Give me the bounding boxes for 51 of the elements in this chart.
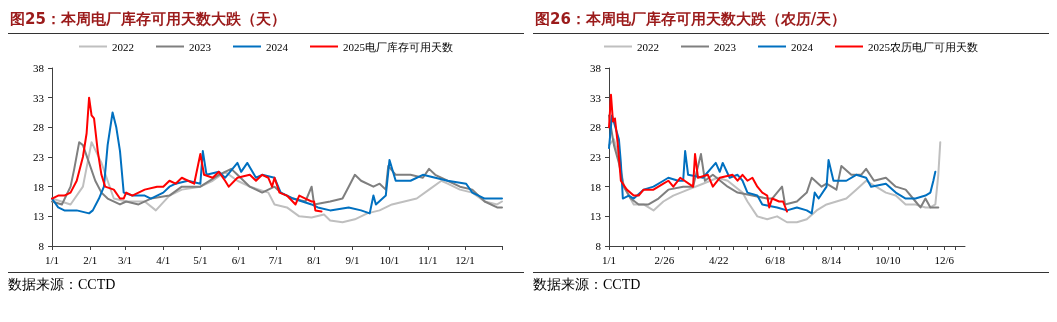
y-tick-label: 33 xyxy=(590,91,602,104)
x-tick-label: 9/1 xyxy=(345,253,360,266)
line-series xyxy=(608,93,788,213)
y-tick-label: 8 xyxy=(595,240,602,252)
y-tick-label: 18 xyxy=(590,180,602,193)
x-tick-label: 4/22 xyxy=(708,253,729,266)
y-tick-label: 38 xyxy=(33,62,45,74)
line-series xyxy=(51,141,503,209)
x-tick-label: 1/1 xyxy=(44,253,60,266)
line-series xyxy=(51,96,323,213)
x-tick-label: 3/1 xyxy=(117,253,132,266)
y-tick-label: 38 xyxy=(590,62,602,74)
x-tick-label: 1/1 xyxy=(601,253,617,266)
y-tick-label: 23 xyxy=(590,151,602,163)
source-note: 数据来源：CCTD xyxy=(8,276,117,294)
x-tick-label: 8/1 xyxy=(307,253,322,266)
y-tick-label: 28 xyxy=(33,121,45,134)
line-series xyxy=(51,141,503,224)
legend-label: 2022 xyxy=(637,40,659,53)
x-tick-label: 7/1 xyxy=(268,253,283,266)
source-note: 数据来源：CCTD xyxy=(533,276,642,294)
x-tick-label: 10/10 xyxy=(875,253,901,266)
y-tick-label: 18 xyxy=(33,180,45,193)
x-tick-label: 11/1 xyxy=(418,253,438,266)
y-tick-label: 13 xyxy=(590,210,602,223)
legend-label: 2024 xyxy=(791,40,814,53)
legend-label: 2025农历电厂可用天数 xyxy=(868,40,978,53)
legend-label: 2023 xyxy=(714,40,737,53)
x-tick-label: 6/18 xyxy=(765,253,786,266)
x-tick-label: 12/6 xyxy=(934,253,955,266)
line-series xyxy=(608,138,942,224)
legend-label: 2023 xyxy=(189,40,212,53)
x-tick-label: 8/14 xyxy=(821,253,842,266)
legend-label: 2025电厂库存可用天数 xyxy=(343,40,453,53)
legend-label: 2024 xyxy=(266,40,289,53)
x-tick-label: 2/26 xyxy=(654,253,675,266)
line-series xyxy=(51,111,503,215)
y-tick-label: 8 xyxy=(38,240,45,252)
x-tick-label: 2/1 xyxy=(83,253,98,266)
y-tick-label: 28 xyxy=(590,121,602,134)
chart-title: 图26：本周电厂库存可用天数大跌（农历/天） xyxy=(533,8,1049,34)
x-tick-label: 5/1 xyxy=(193,253,208,266)
x-tick-label: 10/1 xyxy=(379,253,400,266)
x-tick-label: 12/1 xyxy=(455,253,475,266)
y-tick-label: 13 xyxy=(33,210,45,223)
x-tick-label: 6/1 xyxy=(231,253,246,266)
x-tick-label: 4/1 xyxy=(156,253,171,266)
legend-label: 2022 xyxy=(112,40,134,53)
y-tick-label: 33 xyxy=(33,91,45,104)
chart-title: 图25：本周电厂库存可用天数大跌（天） xyxy=(8,8,524,34)
y-tick-label: 23 xyxy=(33,151,45,163)
